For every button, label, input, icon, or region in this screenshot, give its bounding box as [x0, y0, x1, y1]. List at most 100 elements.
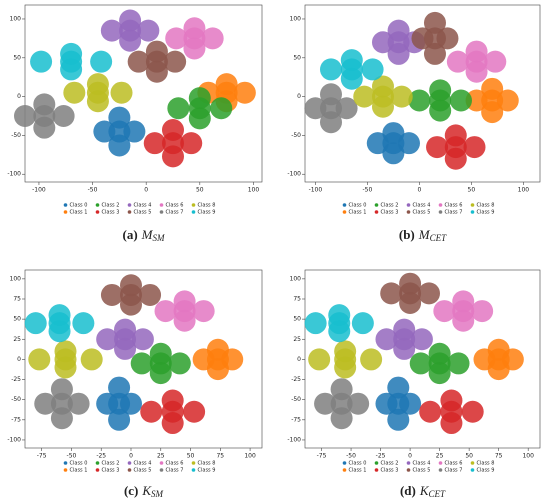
point	[328, 304, 351, 327]
point	[330, 407, 353, 430]
point	[192, 300, 215, 323]
y-tick-label: -25	[11, 376, 21, 383]
point	[108, 408, 131, 431]
legend-marker	[63, 203, 68, 207]
x-tick-label: 25	[436, 453, 444, 460]
point	[428, 362, 451, 385]
point	[375, 392, 398, 415]
legend-marker	[159, 468, 164, 472]
y-tick-label: -100	[287, 171, 301, 178]
point	[471, 300, 494, 323]
point	[465, 40, 488, 63]
point	[393, 318, 416, 341]
point	[161, 145, 184, 168]
point	[210, 97, 233, 120]
caption: (d) KCET	[400, 483, 446, 499]
x-tick-label: 0	[144, 187, 148, 194]
legend-label: Class 1	[70, 210, 88, 216]
legend-label: Class 3	[381, 468, 399, 474]
legend-marker	[159, 203, 164, 207]
point	[54, 340, 77, 363]
point	[108, 134, 131, 157]
y-tick-label: 100	[10, 15, 22, 22]
legend-label: Class 9	[477, 468, 495, 474]
plot-frame	[304, 4, 541, 183]
point	[108, 376, 131, 399]
caption-subscript: CET	[429, 489, 447, 499]
point	[382, 122, 405, 145]
legend-label: Class 0	[349, 461, 367, 467]
point	[393, 337, 416, 360]
point	[86, 73, 109, 96]
x-tick-label: 75	[216, 453, 224, 460]
point	[496, 89, 519, 112]
y-tick-label: 100	[290, 15, 302, 22]
point	[168, 352, 191, 375]
caption-subscript: SM	[151, 489, 164, 499]
legend-marker	[406, 461, 411, 465]
point	[50, 378, 73, 401]
x-tick-label: 100	[244, 453, 256, 460]
plot-frame	[24, 269, 263, 449]
point	[387, 42, 410, 65]
caption-label: (d)	[400, 483, 416, 498]
x-tick-label: -75	[317, 453, 327, 460]
caption-subscript: CET	[430, 233, 448, 243]
y-tick-label: 100	[10, 275, 22, 282]
point	[436, 27, 459, 50]
point	[397, 132, 420, 155]
point	[145, 60, 168, 83]
legend-marker	[127, 210, 132, 214]
point	[440, 389, 463, 412]
legend-label: Class 4	[134, 203, 152, 209]
legend-label: Class 3	[381, 210, 399, 216]
legend-marker	[438, 468, 443, 472]
caption: (c) KSM	[124, 483, 164, 499]
legend-marker	[95, 461, 100, 465]
x-tick-label: 0	[129, 453, 133, 460]
x-tick-label: 25	[157, 453, 165, 460]
legend-marker	[374, 468, 379, 472]
x-tick-label: 0	[408, 453, 412, 460]
legend-marker	[191, 210, 196, 214]
legend-label: Class 7	[166, 210, 184, 216]
legend-marker	[406, 468, 411, 472]
x-tick-label: -100	[32, 187, 46, 194]
y-tick-label: 50	[293, 54, 301, 61]
point	[335, 97, 358, 120]
point	[423, 11, 446, 34]
point	[304, 97, 327, 120]
point	[353, 85, 376, 108]
x-tick-label: 100	[518, 187, 530, 194]
legend-label: Class 2	[381, 203, 399, 209]
plot-frame	[24, 4, 263, 183]
point	[233, 81, 256, 104]
point	[371, 95, 394, 118]
point	[319, 83, 342, 106]
y-tick-label: -75	[291, 416, 301, 423]
legend-marker	[191, 203, 196, 207]
legend-marker	[127, 461, 132, 465]
point	[28, 348, 51, 371]
y-tick-label: -100	[7, 436, 21, 443]
legend-label: Class 2	[381, 461, 399, 467]
point	[149, 342, 172, 365]
point	[463, 136, 486, 159]
point	[96, 392, 119, 415]
point	[161, 118, 184, 141]
point	[188, 107, 211, 130]
legend-label: Class 1	[349, 210, 367, 216]
point	[429, 79, 452, 102]
point	[487, 358, 510, 381]
x-tick-label: 50	[196, 187, 204, 194]
legend-label: Class 7	[445, 468, 463, 474]
point	[330, 378, 353, 401]
point	[319, 111, 342, 134]
point	[334, 356, 357, 379]
caption-symbol: K	[419, 483, 430, 498]
point	[408, 89, 431, 112]
point	[319, 58, 342, 81]
point	[33, 116, 56, 139]
point	[143, 132, 166, 155]
